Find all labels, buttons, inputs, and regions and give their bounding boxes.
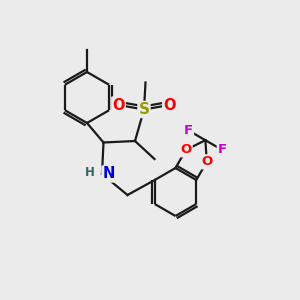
Text: F: F [184,124,193,137]
Text: O: O [163,98,176,112]
Text: O: O [201,155,212,168]
Text: O: O [180,143,192,156]
Text: N: N [102,167,115,182]
Text: S: S [139,102,149,117]
Text: O: O [112,98,125,112]
Text: F: F [218,143,227,157]
Text: H: H [85,166,94,179]
